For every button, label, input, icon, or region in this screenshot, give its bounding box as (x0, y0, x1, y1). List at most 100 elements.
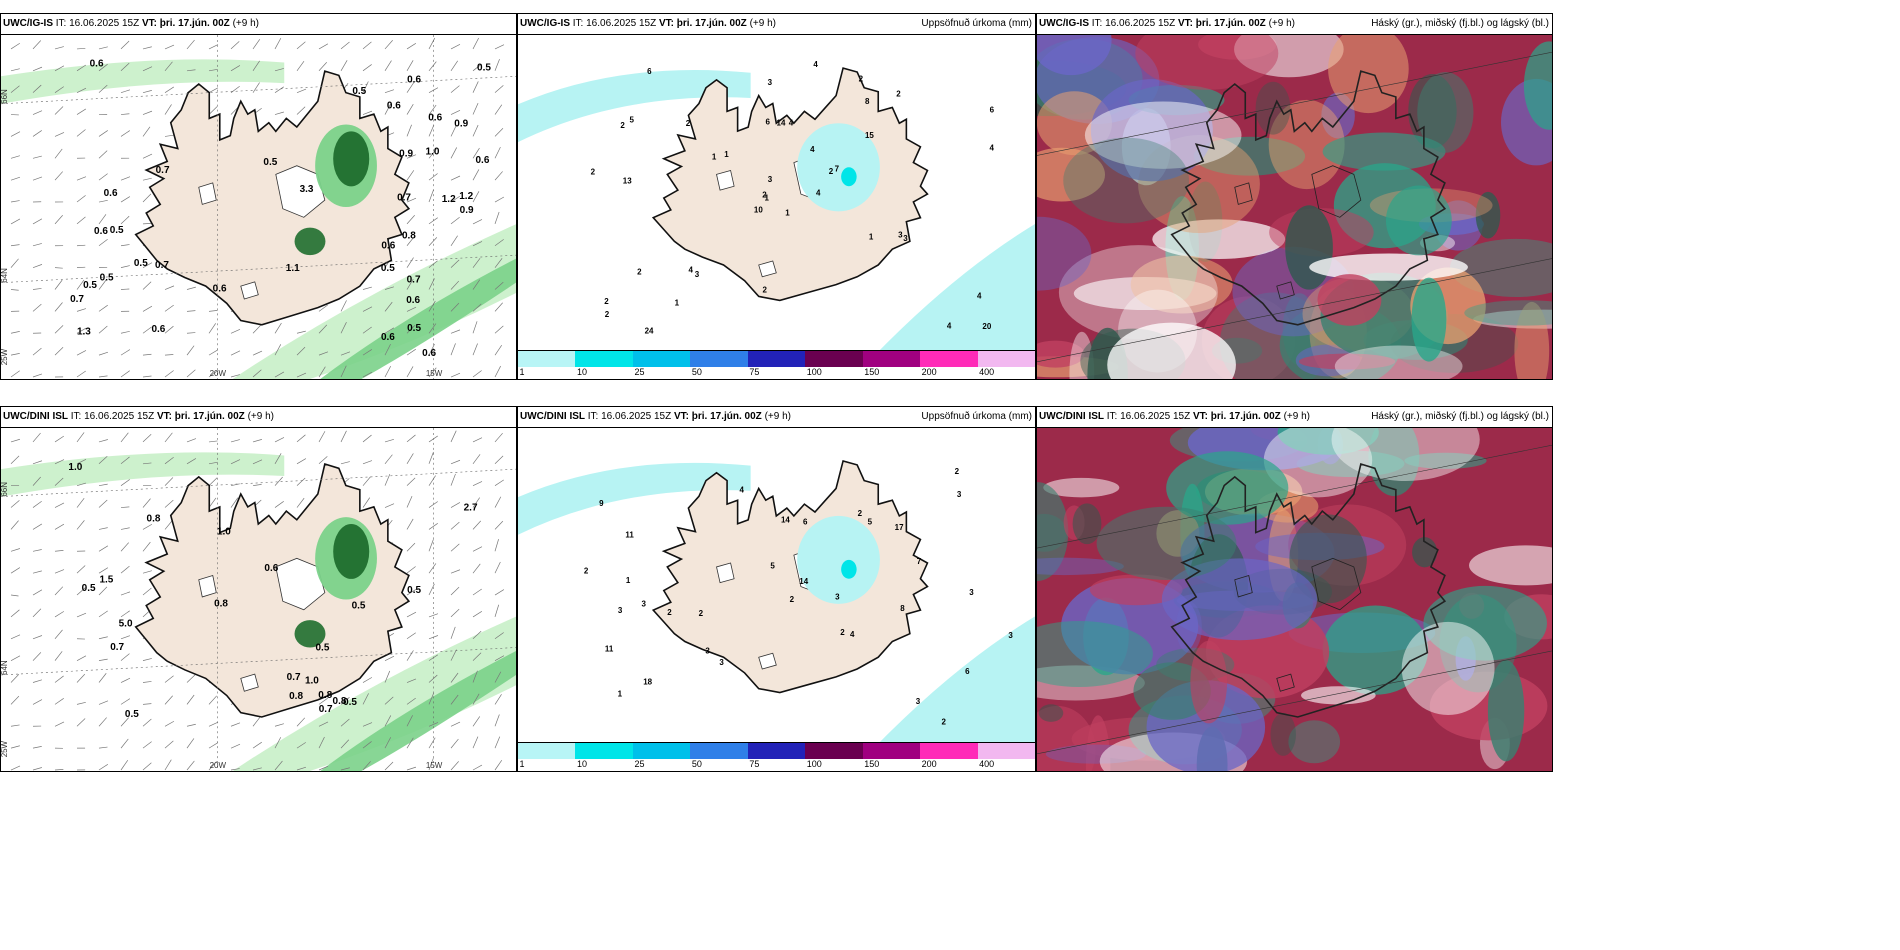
precip-value-label: 2 (859, 74, 864, 83)
iceland-group (1172, 464, 1445, 717)
wind-barb (142, 153, 153, 159)
wind-barb (32, 218, 43, 225)
panel-bottom-middle: UWC/DINI ISL IT: 16.06.2025 15Z VT: þri.… (517, 406, 1036, 772)
precip-band (1, 59, 285, 104)
wind-barb (230, 350, 241, 356)
wind-barb (318, 456, 328, 465)
wind-barb (274, 760, 283, 771)
glacier (1277, 674, 1295, 691)
colorbar-tick-label: 25 (634, 367, 645, 377)
wind-barb (54, 325, 64, 334)
wind-barb (494, 239, 504, 247)
wind-barb (494, 345, 503, 356)
glacier (759, 653, 777, 669)
valid-time-label: VT: (156, 411, 172, 422)
precip-value-label: 13 (623, 176, 632, 185)
wind-barb (450, 586, 460, 596)
colorbar-tick-label: 200 (921, 759, 937, 769)
wind-barb (406, 154, 417, 159)
wind-barb (384, 503, 395, 508)
wind-barb (120, 635, 131, 640)
wind-barb (142, 281, 152, 290)
wind-barb (32, 635, 43, 640)
wind-barb (472, 716, 481, 727)
wind-barb (142, 66, 153, 72)
precip-value-label: 0.6 (151, 324, 165, 335)
wind-barb (142, 462, 152, 465)
wind-barb (32, 155, 42, 159)
wind-barb (252, 350, 263, 356)
cloud-patch (1309, 253, 1468, 281)
precip-value-label: 0.7 (397, 193, 411, 204)
wind-barb (384, 103, 392, 115)
wind-barb (76, 176, 87, 181)
wind-barb (98, 610, 108, 618)
glacier (1235, 183, 1253, 205)
wind-barb (98, 304, 108, 312)
precip-value-label: 1 (675, 298, 680, 307)
wind-barb (208, 497, 217, 508)
precip-value-label: 2 (667, 608, 672, 617)
precip-value-label: 0.6 (381, 241, 395, 252)
wind-barb (450, 85, 460, 93)
wind-barb (164, 61, 173, 72)
cloud-patch (1263, 428, 1373, 498)
cloud-patch (1190, 640, 1228, 724)
iceland-group (136, 464, 409, 717)
wind-barb (76, 482, 86, 486)
wind-barb (186, 723, 196, 727)
wind-barb (296, 88, 307, 93)
wind-barb (230, 743, 241, 749)
precip-value-label: 1.0 (305, 676, 319, 687)
cloud-patch (1038, 704, 1064, 722)
cloud-patch (1322, 132, 1446, 171)
glacier (241, 282, 259, 299)
wind-barb (274, 86, 284, 93)
longitude-tick-label: 15W (426, 761, 443, 770)
map-svg: 0.60.50.60.50.51.20.70.61.01.23.31.30.60… (1, 35, 516, 379)
iceland-group (136, 71, 409, 325)
wind-barb (120, 542, 129, 552)
colorbar-swatch (690, 351, 749, 367)
wind-barb (384, 761, 394, 771)
glacier (276, 166, 325, 218)
colorbar-tick-label: 150 (864, 759, 880, 769)
cloud-patch (1385, 185, 1452, 256)
wind-barb (472, 257, 481, 268)
wind-barb (142, 223, 152, 225)
wind-barb (296, 434, 306, 443)
precip-value-label: 2 (591, 168, 596, 177)
wind-barb (98, 63, 108, 72)
colorbar-swatch (632, 351, 692, 367)
wind-barb (252, 324, 262, 334)
precip-value-label: 2 (605, 310, 610, 319)
wind-barb (362, 761, 371, 771)
wind-barb (10, 455, 20, 465)
wind-barb (54, 629, 63, 639)
wind-barb (318, 324, 328, 334)
wind-barb (340, 461, 350, 465)
valid-time-label: VT: (1177, 18, 1193, 29)
wind-barb (384, 655, 395, 661)
wind-barb (340, 322, 347, 334)
wind-barb (142, 193, 152, 203)
wind-barb (450, 280, 460, 290)
wind-barb (98, 636, 108, 640)
wind-barb (120, 677, 131, 683)
wind-barb (32, 746, 42, 749)
wind-barb (274, 344, 282, 356)
wind-barb (494, 455, 504, 465)
precip-value-label: 24 (645, 326, 654, 335)
wind-barb (384, 286, 395, 290)
cloud-patch (1043, 477, 1120, 498)
wind-barb (274, 476, 283, 486)
wind-barb (54, 279, 63, 290)
wind-barb (428, 343, 435, 356)
wind-barb (472, 652, 482, 661)
wind-barb (76, 279, 85, 290)
glacier (199, 183, 217, 205)
wind-barb (230, 459, 241, 465)
precip-value-label: 1.0 (68, 462, 82, 473)
precip-value-label: 0.6 (475, 155, 489, 166)
wind-barb (98, 763, 109, 771)
